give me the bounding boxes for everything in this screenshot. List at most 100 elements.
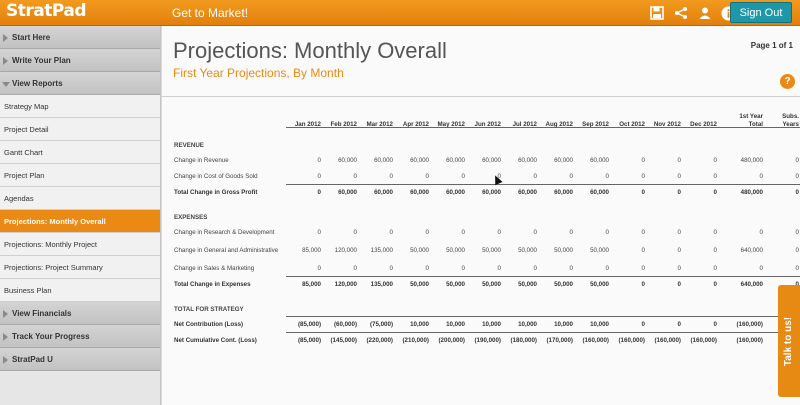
row-label: Change in Research & Development — [174, 228, 275, 236]
table-cell: 0 — [317, 228, 321, 236]
table-cell: 50,000 — [446, 246, 465, 254]
table-cell: 10,000 — [590, 320, 609, 328]
table-row-net-cumulative: Net Cumulative Cont. (Loss) (85,000) (145,… — [173, 332, 800, 348]
table-cell: 480,000 — [740, 188, 763, 196]
top-bar: StratPad Get to Market! Sign Out — [0, 0, 800, 26]
sidebar-item-agendas[interactable]: Agendas — [0, 187, 160, 210]
sidebar-item-project-plan[interactable]: Project Plan — [0, 164, 160, 187]
spacer — [173, 128, 800, 138]
table-cell: (160,000) — [736, 320, 764, 328]
save-icon[interactable] — [648, 4, 666, 22]
table-cell: 0 — [795, 228, 799, 236]
table-cell: (160,000) — [690, 336, 718, 344]
app-slogan: Get to Market! — [172, 6, 249, 20]
table-cell: (180,000) — [510, 336, 538, 344]
sidebar-section-view-financials[interactable]: View Financials — [0, 302, 160, 325]
table-cell: 60,000 — [590, 188, 609, 196]
sidebar-section-start-here[interactable]: Start Here — [0, 26, 160, 49]
chevron-right-icon — [3, 333, 8, 341]
table-cell: (85,000) — [297, 336, 321, 344]
table-cell: 0 — [677, 172, 681, 180]
table-cell: 0 — [641, 156, 645, 164]
sidebar-item-projections-monthly-project[interactable]: Projections: Monthly Project — [0, 233, 160, 256]
table-cell: 50,000 — [518, 246, 537, 254]
talk-to-us-label: Talk to us! — [783, 316, 795, 366]
sidebar-item-projections-monthly-overall[interactable]: Projections: Monthly Overall — [0, 210, 160, 233]
table-header: Jan 2012 Feb 2012 Mar 2012 Apr 2012 May 2012… — [173, 106, 800, 128]
table-cell: 0 — [713, 280, 717, 288]
column-header: Dec 2012 — [690, 120, 717, 128]
sidebar-item-business-plan[interactable]: Business Plan — [0, 279, 160, 302]
table-cell: 0 — [759, 264, 763, 272]
table-cell: 0 — [353, 264, 357, 272]
section-heading-expenses: EXPENSES — [173, 210, 800, 224]
sign-out-button[interactable]: Sign Out — [730, 2, 792, 23]
table-row: Change in Sales & Marketing 0 0 0 0 0 0 0 0 0 0 0 0 0… — [173, 260, 800, 276]
table-cell: 10,000 — [410, 320, 429, 328]
sidebar-section-write-plan[interactable]: Write Your Plan — [0, 49, 160, 72]
table-cell: 0 — [677, 156, 681, 164]
section-label: EXPENSES — [174, 213, 208, 221]
user-icon[interactable] — [696, 4, 714, 22]
column-header: Jul 2012 — [512, 120, 537, 128]
table-cell: 50,000 — [518, 280, 537, 288]
table-cell: 0 — [677, 320, 681, 328]
table-cell: 0 — [641, 228, 645, 236]
sidebar-item-strategy-map[interactable]: Strategy Map — [0, 95, 160, 118]
help-icon[interactable]: ? — [780, 74, 795, 89]
section-label: TOTAL FOR STRATEGY — [174, 305, 244, 313]
column-header: Aug 2012 — [545, 120, 573, 128]
table-cell: 0 — [605, 264, 609, 272]
report-panel: Projections: Monthly Overall First Year … — [162, 26, 800, 405]
sidebar-item-projections-project-summary[interactable]: Projections: Project Summary — [0, 256, 160, 279]
table-cell: 0 — [713, 156, 717, 164]
section-heading-total-strategy: TOTAL FOR STRATEGY — [173, 302, 800, 316]
table-cell: 50,000 — [446, 280, 465, 288]
sidebar-item-gantt-chart[interactable]: Gantt Chart — [0, 141, 160, 164]
spacer — [173, 200, 800, 210]
row-label: Change in Revenue — [174, 156, 229, 164]
section-label: REVENUE — [174, 141, 204, 149]
table-row: Change in Cost of Goods Sold 0 0 0 0 0 0 0 0 0 0 0 0… — [173, 168, 800, 184]
table-cell: 0 — [317, 188, 321, 196]
table-cell: 0 — [641, 188, 645, 196]
table-cell: (190,000) — [474, 336, 502, 344]
table-cell: 60,000 — [518, 156, 537, 164]
sidebar-section-label: Start Here — [12, 32, 51, 42]
table-cell: 60,000 — [446, 156, 465, 164]
table-cell: 0 — [713, 188, 717, 196]
talk-to-us-tab[interactable]: Talk to us! — [778, 285, 800, 397]
table-cell: 0 — [677, 228, 681, 236]
sidebar-section-track-progress[interactable]: Track Your Progress — [0, 325, 160, 348]
table-cell: 0 — [713, 228, 717, 236]
share-icon[interactable] — [672, 4, 690, 22]
expense-rows: Change in Research & Development 0 0 0 0 0 0 0 0… — [173, 224, 800, 276]
section-heading-revenue: REVENUE — [173, 138, 800, 152]
row-label: Net Cumulative Cont. (Loss) — [174, 336, 257, 344]
table-cell: 0 — [497, 228, 501, 236]
sidebar-item-project-detail[interactable]: Project Detail — [0, 118, 160, 141]
column-header: Jun 2012 — [474, 120, 501, 128]
table-cell: 0 — [461, 228, 465, 236]
sidebar-section-view-reports[interactable]: View Reports — [0, 72, 160, 95]
chevron-right-icon — [3, 57, 8, 65]
table-cell: 120,000 — [334, 280, 357, 288]
projections-table: Jan 2012 Feb 2012 Mar 2012 Apr 2012 May 2012… — [173, 106, 800, 348]
sidebar-section-stratpad-u[interactable]: StratPad U — [0, 348, 160, 371]
page-number: Page 1 of 1 — [750, 41, 793, 50]
table-cell: (145,000) — [330, 336, 358, 344]
table-cell: 0 — [713, 320, 717, 328]
app-logo[interactable]: StratPad — [6, 1, 87, 21]
column-header: Jan 2012 — [294, 120, 321, 128]
table-cell: 60,000 — [374, 188, 393, 196]
table-cell: 85,000 — [302, 246, 321, 254]
table-cell: 0 — [497, 264, 501, 272]
table-cell: 0 — [389, 264, 393, 272]
table-cell: 0 — [533, 172, 537, 180]
row-label: Net Contribution (Loss) — [174, 320, 244, 328]
table-cell: 0 — [497, 172, 501, 180]
table-cell: 60,000 — [554, 156, 573, 164]
table-cell: 0 — [353, 172, 357, 180]
table-cell: 0 — [533, 264, 537, 272]
table-cell: 0 — [389, 172, 393, 180]
